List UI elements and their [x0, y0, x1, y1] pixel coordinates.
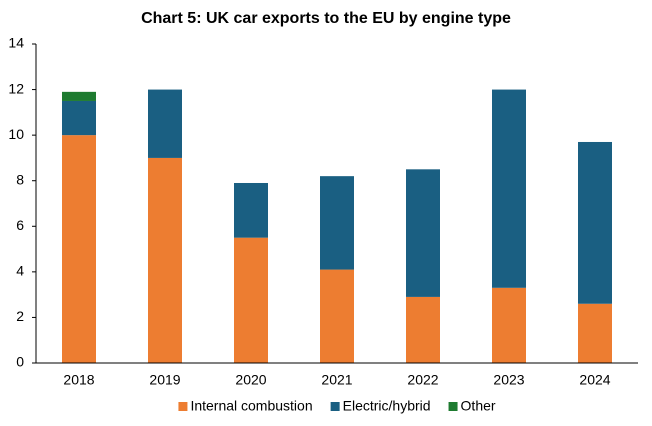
legend: Internal combustion Electric/hybrid Other	[178, 398, 496, 414]
bar-segment	[406, 169, 440, 297]
bar-segment	[578, 141, 612, 304]
legend-swatch	[330, 402, 340, 411]
bar-segment	[492, 89, 526, 288]
y-tick-label: 10	[8, 126, 24, 142]
y-tick-label: 6	[16, 217, 24, 233]
x-tick-label: 2022	[407, 372, 438, 388]
y-tick-label: 2	[16, 308, 24, 324]
bar-segment	[148, 157, 182, 363]
y-tick-label: 4	[16, 263, 24, 279]
chart-title: Chart 5: UK car exports to the EU by eng…	[141, 10, 511, 27]
y-tick-label: 14	[8, 35, 24, 51]
bar-segment	[234, 182, 268, 238]
bar-segment	[492, 287, 526, 363]
bar-segment	[148, 89, 182, 158]
y-tick-label: 12	[8, 80, 24, 96]
x-tick-label: 2020	[235, 372, 266, 388]
y-tick-label: 0	[16, 354, 24, 370]
bar-segment	[62, 135, 96, 363]
legend-swatch	[448, 402, 458, 411]
bar-segment	[578, 303, 612, 363]
bar-segment	[320, 269, 354, 363]
legend-label: Other	[461, 398, 496, 414]
x-tick-label: 2019	[149, 372, 180, 388]
legend-swatch	[178, 402, 188, 411]
bar-segment	[406, 296, 440, 363]
legend-label: Electric/hybrid	[343, 398, 431, 414]
bar-segment	[62, 91, 96, 101]
x-tick-label: 2018	[63, 372, 94, 388]
bar-segment	[320, 176, 354, 270]
x-tick-label: 2023	[493, 372, 524, 388]
y-tick-label: 8	[16, 171, 24, 187]
legend-label: Internal combustion	[190, 398, 312, 414]
bar-segment	[234, 237, 268, 363]
x-tick-label: 2021	[321, 372, 352, 388]
bar-segment	[62, 100, 96, 136]
x-tick-label: 2024	[579, 372, 610, 388]
